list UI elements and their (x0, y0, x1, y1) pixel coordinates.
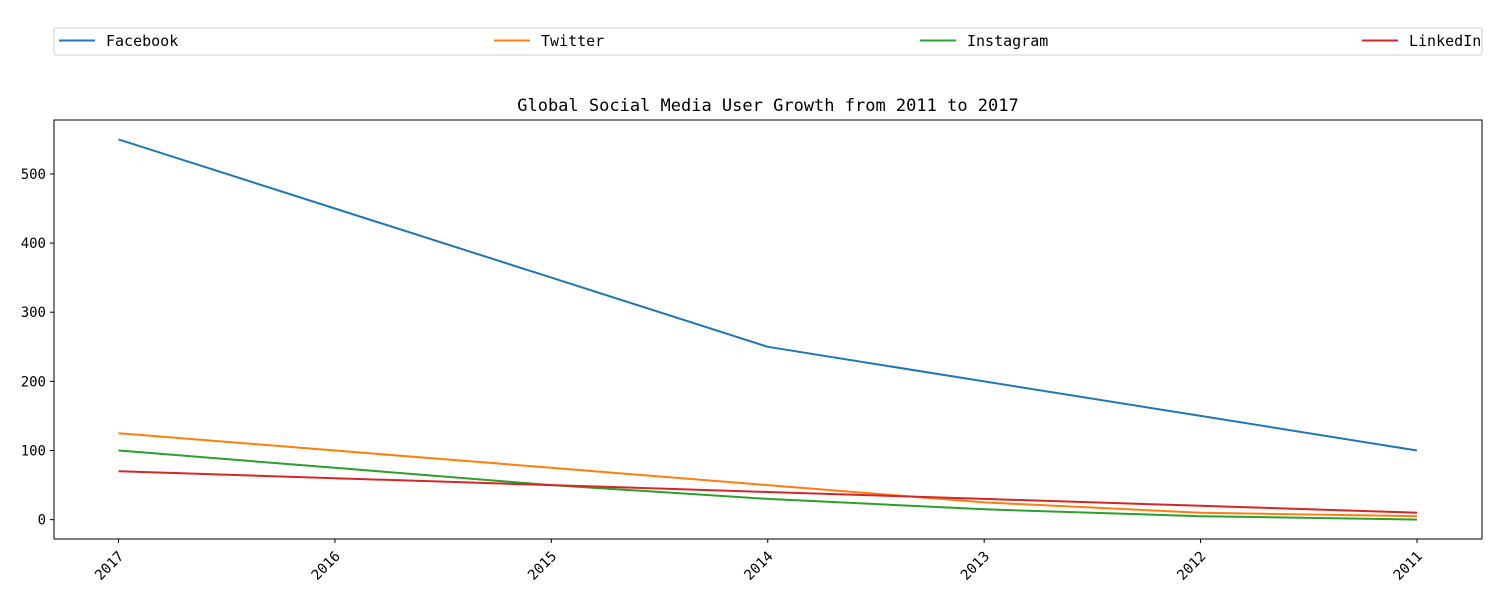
y-tick-label: 100 (21, 443, 46, 459)
legend-label: LinkedIn (1409, 32, 1481, 50)
legend-item-instagram: Instagram (920, 32, 1048, 50)
series-line-twitter (118, 432, 1418, 518)
legend-label: Instagram (967, 32, 1048, 50)
series-line-instagram (118, 449, 1418, 521)
series-lines (118, 138, 1418, 521)
chart-title: Global Social Media User Growth from 201… (517, 96, 1019, 116)
x-tick-label: 2011 (1391, 549, 1426, 584)
x-tick-label: 2014 (741, 549, 776, 584)
x-tick-label: 2017 (92, 549, 127, 584)
y-tick-label: 300 (21, 305, 46, 321)
legend-item-linkedin: LinkedIn (1362, 32, 1481, 50)
y-tick-label: 500 (21, 167, 46, 183)
legend-item-facebook: Facebook (59, 32, 178, 50)
y-tick-label: 0 (38, 513, 46, 529)
legend-box (53, 27, 1483, 56)
y-tick-label: 200 (21, 374, 46, 390)
x-tick-label: 2016 (309, 549, 344, 584)
x-tick-label: 2015 (525, 549, 560, 584)
x-tick-label: 2012 (1174, 549, 1209, 584)
y-axis: 0 100 200 300 400 500 (21, 167, 54, 529)
x-axis: 2017 2016 2015 2014 2013 2012 2011 (92, 539, 1426, 584)
series-line-facebook (118, 138, 1418, 452)
legend-label: Twitter (541, 32, 604, 50)
series-line-linkedin (118, 470, 1418, 514)
y-tick-label: 400 (21, 236, 46, 252)
legend-label: Facebook (106, 32, 178, 50)
x-tick-label: 2013 (958, 549, 993, 584)
legend: Facebook Twitter Instagram LinkedIn (59, 32, 1481, 50)
legend-item-twitter: Twitter (494, 32, 604, 50)
